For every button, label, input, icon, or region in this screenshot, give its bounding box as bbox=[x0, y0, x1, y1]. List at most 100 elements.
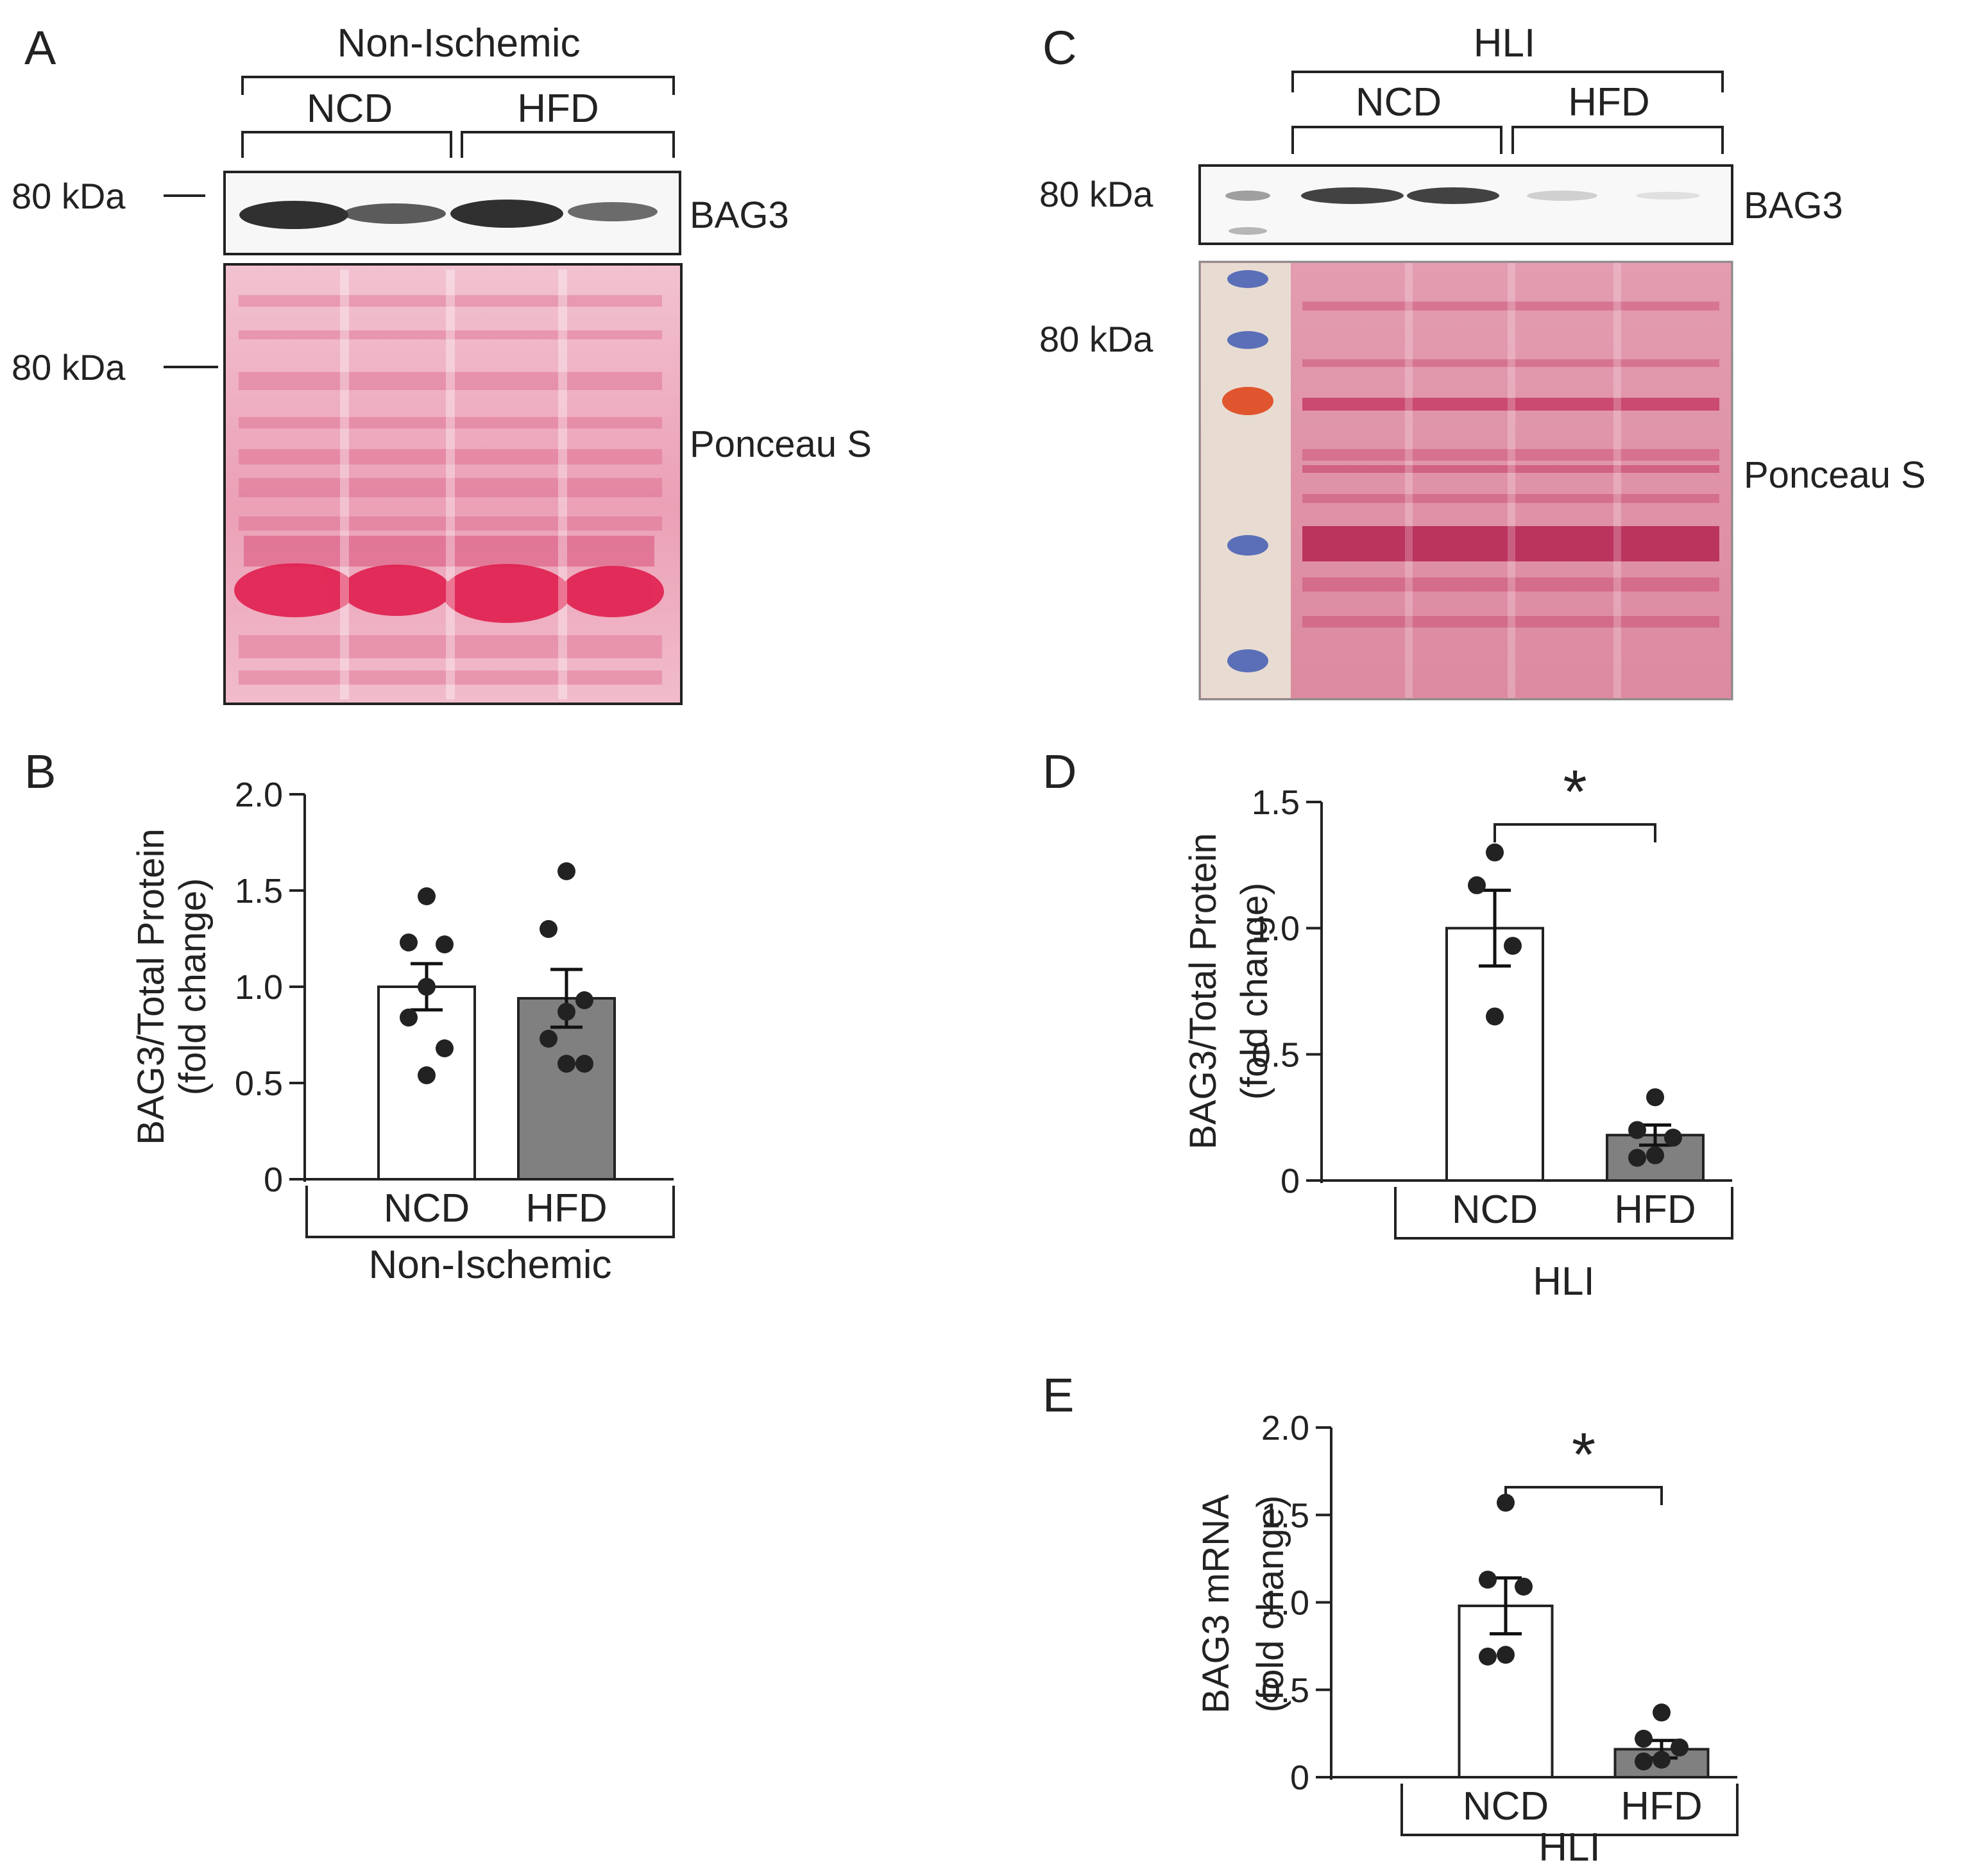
chart-b-point-ncd-4 bbox=[400, 1009, 418, 1027]
panel-c-ncd-label: NCD bbox=[1356, 80, 1442, 124]
chart-d-point-hfd-0 bbox=[1646, 1088, 1664, 1107]
panel-c-ncd-bracket bbox=[1291, 126, 1502, 154]
chart-b-xlabel: Non-Ischemic bbox=[369, 1243, 612, 1287]
chart-e-point-ncd-3 bbox=[1497, 1646, 1515, 1664]
chart-b-ylabel-line-1: (fold change) bbox=[172, 878, 214, 1096]
chart-e-group-bracket bbox=[1400, 1784, 1739, 1836]
panel-c-bag3-blot bbox=[1198, 164, 1733, 245]
chart-b-point-ncd-0 bbox=[418, 887, 436, 905]
chart-b-point-ncd-5 bbox=[436, 1039, 454, 1057]
chart-e-point-hfd-2 bbox=[1671, 1738, 1689, 1757]
panel-a-blot-label: BAG3 bbox=[690, 194, 789, 236]
panel-e-letter: E bbox=[1042, 1369, 1074, 1422]
chart-b-ytick-label-2: 1.0 bbox=[235, 968, 283, 1007]
chart-e-xlabel: HLI bbox=[1538, 1825, 1600, 1870]
panel-a: A Non-Ischemic NCD HFD 80 kDa BAG3 80 kD… bbox=[12, 21, 872, 705]
chart-e-xtick-label-hfd: HFD bbox=[1621, 1784, 1702, 1829]
chart-d-bar-ncd bbox=[1445, 926, 1544, 1182]
chart-d: 0 0.5 1.0 1.5 NCD HFD HLI BAG3/Total Protein (fo… bbox=[1182, 758, 1733, 1304]
chart-e-point-ncd-2 bbox=[1515, 1577, 1533, 1596]
panel-c-blot-label: BAG3 bbox=[1744, 185, 1843, 226]
chart-e-ylabel-line-0: BAG3 mRNA bbox=[1195, 1494, 1237, 1714]
panel-c-group-label: HLI bbox=[1474, 21, 1535, 65]
chart-d-point-hfd-1 bbox=[1628, 1121, 1646, 1139]
chart-e-point-ncd-1 bbox=[1479, 1571, 1497, 1589]
chart-e-xtick-label-ncd: NCD bbox=[1463, 1784, 1549, 1829]
chart-b: 0 0.5 1.0 1.5 2.0 NCD HFD Non-Ischemic BAG3/Tota… bbox=[130, 776, 675, 1287]
panel-a-group-bracket bbox=[241, 76, 675, 95]
panel-c-letter: C bbox=[1042, 21, 1076, 74]
panel-c-hfd-bracket bbox=[1511, 126, 1724, 154]
chart-e-ytick-label-2: 1.0 bbox=[1261, 1584, 1309, 1623]
chart-d-point-ncd-3 bbox=[1486, 1007, 1504, 1026]
chart-d-point-hfd-3 bbox=[1646, 1146, 1664, 1164]
chart-e-point-hfd-0 bbox=[1653, 1703, 1671, 1722]
chart-b-point-hfd-4 bbox=[540, 1030, 557, 1048]
chart-e-ytick-label-0: 0 bbox=[1290, 1759, 1309, 1797]
chart-b-xtick-label-hfd: HFD bbox=[525, 1186, 607, 1231]
chart-b-point-hfd-2 bbox=[575, 991, 593, 1009]
chart-e: 0 0.5 1.0 1.5 2.0 NCD HFD HLI BAG3 mRNA (fold cha… bbox=[1195, 1409, 1739, 1870]
chart-b-point-hfd-5 bbox=[575, 1055, 593, 1073]
panel-a-hfd-label: HFD bbox=[517, 87, 599, 131]
panel-c: C HLI NCD HFD 80 kDa BAG3 80 kDa bbox=[1039, 21, 1926, 701]
chart-b-point-ncd-1 bbox=[400, 934, 418, 951]
panel-c-stain-label: Ponceau S bbox=[1744, 454, 1926, 496]
chart-d-point-hfd-4 bbox=[1628, 1148, 1646, 1167]
chart-d-xtick-label-ncd: NCD bbox=[1452, 1188, 1538, 1232]
chart-e-point-hfd-4 bbox=[1635, 1752, 1653, 1771]
chart-b-point-ncd-6 bbox=[418, 1066, 436, 1084]
chart-d-point-ncd-2 bbox=[1504, 937, 1522, 955]
chart-d-ylabel-line-1: (fold change) bbox=[1234, 883, 1275, 1100]
chart-b-ytick-label-4: 2.0 bbox=[235, 776, 283, 814]
panel-a-ponceau-stain bbox=[223, 263, 683, 705]
chart-d-ytick-label-3: 1.5 bbox=[1252, 783, 1300, 822]
panel-d-letter: D bbox=[1042, 745, 1076, 798]
chart-e-sig-star: * bbox=[1572, 1420, 1595, 1489]
chart-b-ytick-label-3: 1.5 bbox=[235, 872, 283, 910]
chart-b-point-hfd-3 bbox=[557, 1003, 575, 1021]
chart-e-sig-bracket bbox=[1504, 1486, 1663, 1505]
panel-a-stain-label: Ponceau S bbox=[690, 423, 872, 465]
chart-d-point-hfd-2 bbox=[1664, 1129, 1682, 1147]
panel-a-marker-top: 80 kDa bbox=[12, 176, 126, 216]
charts: 0 0.5 1.0 1.5 2.0 NCD HFD Non-Ischemic BAG3/Tota… bbox=[130, 758, 1739, 1870]
panel-a-ncd-bracket bbox=[241, 131, 452, 158]
panel-c-group-bracket bbox=[1291, 71, 1724, 92]
chart-b-point-hfd-6 bbox=[557, 1055, 575, 1073]
panel-a-marker-bottom: 80 kDa bbox=[12, 347, 126, 388]
chart-d-xtick-label-hfd: HFD bbox=[1614, 1188, 1696, 1232]
chart-d-point-ncd-1 bbox=[1468, 876, 1486, 894]
chart-e-point-hfd-3 bbox=[1653, 1750, 1671, 1769]
chart-b-ytick-label-1: 0.5 bbox=[235, 1064, 283, 1103]
panel-c-ponceau-stain bbox=[1198, 260, 1733, 701]
chart-e-ytick-label-1: 0.5 bbox=[1261, 1671, 1309, 1710]
panel-a-hfd-bracket bbox=[461, 131, 675, 158]
chart-b-ytick-label-0: 0 bbox=[264, 1161, 283, 1199]
chart-d-xlabel: HLI bbox=[1533, 1259, 1594, 1304]
chart-d-ytick-label-1: 0.5 bbox=[1252, 1036, 1300, 1074]
chart-e-ytick-label-3: 1.5 bbox=[1261, 1496, 1309, 1535]
chart-e-ylabel-line-1: (fold change) bbox=[1250, 1496, 1291, 1713]
chart-b-point-ncd-2 bbox=[436, 935, 454, 953]
panel-c-marker-top: 80 kDa bbox=[1039, 174, 1153, 214]
panel-c-marker-bottom: 80 kDa bbox=[1039, 319, 1153, 359]
chart-d-ylabel-line-0: BAG3/Total Protein bbox=[1182, 833, 1224, 1149]
chart-b-point-hfd-0 bbox=[557, 862, 575, 880]
chart-d-point-ncd-0 bbox=[1486, 843, 1504, 862]
chart-b-xtick-label-ncd: NCD bbox=[384, 1186, 470, 1231]
panel-a-ncd-label: NCD bbox=[307, 87, 393, 131]
chart-d-ytick-label-2: 1.0 bbox=[1252, 910, 1300, 948]
chart-b-group-bracket bbox=[305, 1186, 675, 1238]
chart-b-point-hfd-1 bbox=[540, 920, 557, 938]
panel-a-bag3-blot bbox=[223, 171, 681, 255]
chart-b-point-ncd-3 bbox=[418, 978, 436, 996]
panel-b-letter: B bbox=[24, 745, 56, 798]
chart-e-ytick-label-4: 2.0 bbox=[1261, 1409, 1309, 1447]
chart-e-point-hfd-1 bbox=[1635, 1730, 1653, 1748]
panel-a-group-label: Non-Ischemic bbox=[337, 21, 581, 65]
chart-d-group-bracket bbox=[1394, 1187, 1733, 1240]
chart-b-ylabel-line-0: BAG3/Total Protein bbox=[130, 828, 172, 1145]
chart-d-sig-star: * bbox=[1563, 758, 1587, 826]
